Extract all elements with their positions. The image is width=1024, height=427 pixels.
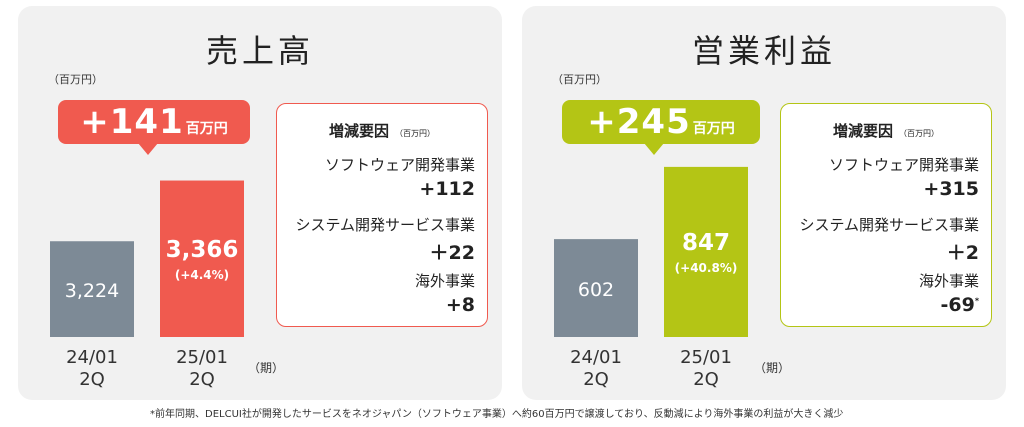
sales-factor-name-1: ソフトウェア開発事業 [324, 156, 475, 174]
sales-delta-value: +141 [80, 102, 184, 142]
sales-factor-name-3: 海外事業 [414, 272, 475, 290]
op-category-label-1-2: 2Q [583, 369, 609, 390]
footnote: *前年同期、DELCUI社が開発したサービスをネオジャパン（ソフトウェア事業）へ… [150, 409, 844, 420]
sales-factor-value-2: ＋22 [429, 242, 475, 264]
sales-delta-unit: 百万円 [185, 121, 228, 137]
sales-factor-name-2: システム開発サービス事業 [295, 216, 475, 234]
op-factor-value-3: -69* [940, 294, 979, 316]
op-factor-name-2: システム開発サービス事業 [799, 216, 979, 234]
op-period-label: （期） [754, 361, 791, 375]
sales-factors-title: 増減要因 [328, 122, 389, 140]
op-factor-name-3: 海外事業 [918, 272, 979, 290]
sales-factors-unit: （百万円） [395, 129, 435, 138]
sales-category-label-2-2: 2Q [189, 369, 215, 390]
op-factors-unit: （百万円） [899, 129, 939, 138]
op-bar-value-2: 847 [682, 230, 730, 256]
op-factor-value-1: +315 [923, 178, 979, 200]
op-factors-box: 増減要因 （百万円） ソフトウェア開発事業 +315 システム開発サービス事業 ＋… [780, 103, 992, 327]
sales-bar-change-2: (+4.4%) [175, 268, 229, 282]
op-category-label-1-1: 24/01 [570, 347, 622, 368]
sales-bar-1 [50, 241, 134, 337]
sales-delta-badge: +141 百万円 [58, 100, 250, 144]
sales-bar-value-2: 3,366 [166, 237, 239, 263]
sales-period-label: （期） [248, 361, 285, 375]
op-title: 営業利益 [691, 32, 836, 70]
op-unit-label: （百万円） [552, 73, 607, 86]
op-category-label-2-1: 25/01 [680, 347, 732, 368]
op-delta-pointer [644, 143, 664, 155]
sales-factor-value-3: +8 [445, 294, 475, 316]
sales-panel: 売上高 （百万円） 3,224 24/01 2Q 3,366 (+4.4%) 25/01 2… [18, 6, 502, 400]
operating-profit-panel: 営業利益 （百万円） 602 24/01 2Q 847 (+40.8%) 25/01 2Q … [522, 6, 1006, 400]
op-category-label-2-2: 2Q [693, 369, 719, 390]
sales-category-label-2-1: 25/01 [176, 347, 228, 368]
sales-bar-2 [160, 180, 244, 337]
sales-bar-value-1: 3,224 [65, 280, 119, 302]
op-factor-value-2: ＋2 [946, 242, 979, 264]
op-delta-badge: +245 百万円 [562, 100, 760, 144]
sales-factors-box: 増減要因 （百万円） ソフトウェア開発事業 +112 システム開発サービス事業 ＋… [276, 103, 488, 327]
sales-delta-pointer [138, 143, 158, 155]
sales-category-label-1-1: 24/01 [66, 347, 118, 368]
sales-category-label-1-2: 2Q [79, 369, 105, 390]
op-delta-unit: 百万円 [692, 121, 735, 137]
op-factor-value-3-mark: * [974, 296, 979, 306]
sales-title: 売上高 [205, 32, 314, 70]
op-factors-title: 増減要因 [832, 122, 893, 140]
sales-factors-header: 増減要因 （百万円） [277, 120, 487, 141]
op-delta-value: +245 [587, 102, 691, 142]
op-factor-name-1: ソフトウェア開発事業 [828, 156, 979, 174]
sales-unit-label: （百万円） [48, 73, 103, 86]
op-bar-2 [664, 166, 748, 337]
op-factors-header: 増減要因 （百万円） [781, 120, 991, 141]
op-factor-value-3-text: -69 [940, 294, 975, 316]
op-bar-value-1: 602 [578, 279, 614, 301]
op-bar-change-2: (+40.8%) [675, 261, 738, 275]
op-bar-1 [554, 239, 638, 337]
sales-factor-value-1: +112 [419, 178, 475, 200]
